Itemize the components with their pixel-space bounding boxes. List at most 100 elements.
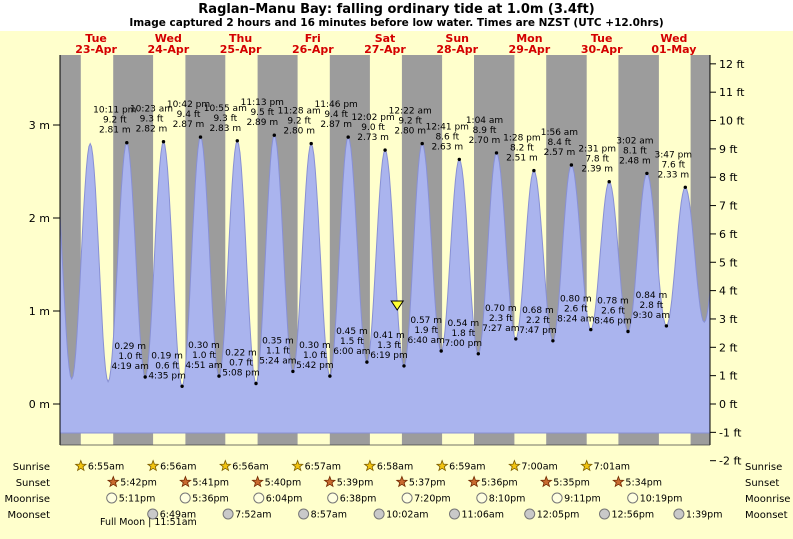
sunrise-star-icon	[146, 459, 160, 472]
day-label-weekday: Tue	[591, 32, 613, 45]
tide-extreme-dot	[125, 141, 129, 145]
low-tide-time: 5:08 pm	[222, 369, 260, 379]
low-tide-time: 5:42 pm	[296, 361, 334, 371]
sunrise-star-icon	[291, 459, 304, 472]
sunrise-time: 6:59am	[449, 462, 485, 473]
high-tide-ft: 9.3 ft	[140, 115, 164, 125]
high-tide-ft: 9.3 ft	[213, 114, 237, 124]
low-tide-m: 0.70 m	[485, 304, 517, 314]
y-axis-right-label: -1 ft	[719, 426, 742, 439]
sunrise-time: 6:56am	[160, 462, 196, 473]
day-label-date: 27-Apr	[364, 43, 406, 56]
moonrise-time: 6:38pm	[340, 494, 377, 505]
sunset-star-icon	[323, 475, 337, 488]
row-label-left-moonset: Moonset	[8, 510, 51, 521]
tide-extreme-dot	[664, 324, 669, 328]
y-axis-right-label: 12 ft	[719, 58, 745, 71]
tide-extreme-dot	[476, 352, 480, 356]
y-axis-left-label: 0 m	[29, 398, 50, 411]
day-label-weekday: Fri	[305, 32, 321, 45]
day-label-date: 30-Apr	[581, 43, 623, 56]
tide-extreme-dot	[626, 329, 630, 334]
tide-extreme-dot	[346, 135, 350, 139]
y-axis-right-label: 5 ft	[719, 256, 738, 269]
high-tide-m: 2.82 m	[136, 125, 168, 135]
high-tide-time: 3:02 am	[616, 136, 653, 146]
low-tide-time: 9:30 am	[633, 311, 670, 321]
high-tide-time: 10:23 am	[130, 105, 173, 115]
moonset-time: 12:56pm	[611, 510, 654, 521]
sunset-time: 5:42pm	[120, 478, 157, 489]
full-moon-footnote: Full Moon | 11:51am	[100, 517, 197, 528]
sunrise-time: 6:56am	[232, 462, 268, 473]
high-tide-m: 2.81 m	[99, 126, 131, 136]
day-label-date: 24-Apr	[147, 43, 189, 56]
sunset-time: 5:34pm	[625, 478, 662, 489]
day-label-weekday: Wed	[155, 32, 182, 45]
y-axis-right-label: 3 ft	[719, 313, 738, 326]
current-tide-marker-icon	[390, 300, 405, 311]
y-axis-right-label: 8 ft	[719, 171, 738, 184]
moonrise-icon	[253, 492, 265, 504]
high-tide-ft: 8.1 ft	[623, 146, 647, 156]
sunrise-time: 7:00am	[521, 462, 557, 473]
high-tide-m: 2.51 m	[506, 154, 538, 164]
high-tide-ft: 8.6 ft	[435, 132, 459, 142]
high-tide-m: 2.83 m	[209, 124, 241, 134]
day-label-weekday: Tue	[85, 32, 107, 45]
low-tide-time: 8:24 am	[557, 315, 594, 325]
high-tide-ft: 9.4 ft	[177, 110, 201, 120]
high-tide-m: 2.80 m	[394, 127, 426, 137]
low-tide-time: 6:19 pm	[370, 351, 408, 361]
tide-extreme-dot	[291, 369, 295, 374]
moonset-icon	[524, 508, 536, 520]
moonset-icon	[298, 508, 310, 520]
low-tide-ft: 2.6 ft	[601, 306, 625, 316]
tide-extreme-dot	[272, 133, 276, 137]
moonrise-time: 5:11pm	[119, 494, 156, 505]
tide-extreme-dot	[143, 375, 147, 379]
high-tide-m: 2.87 m	[320, 120, 352, 130]
high-tide-ft: 9.2 ft	[103, 116, 127, 126]
sunset-star-icon	[106, 475, 120, 488]
high-tide-m: 2.80 m	[283, 127, 315, 137]
low-tide-m: 0.80 m	[560, 295, 592, 305]
high-tide-ft: 9.0 ft	[361, 123, 385, 133]
high-tide-time: 10:42 pm	[167, 100, 210, 110]
tide-extreme-dot	[683, 185, 687, 189]
high-tide-ft: 9.4 ft	[324, 110, 348, 120]
tide-extreme-dot	[514, 337, 518, 341]
tide-extreme-dot	[198, 135, 203, 139]
low-tide-ft: 0.7 ft	[229, 359, 253, 369]
low-tide-m: 0.84 m	[636, 291, 668, 301]
moonset-time: 8:57am	[311, 510, 347, 521]
high-tide-ft: 8.2 ft	[510, 144, 534, 154]
high-tide-time: 12:02 pm	[351, 113, 394, 123]
y-axis-left-label: 1 m	[29, 305, 50, 318]
sunset-time: 5:36pm	[481, 478, 518, 489]
moonset-icon	[449, 508, 460, 520]
moonset-icon	[147, 508, 159, 520]
sunset-time: 5:39pm	[337, 478, 374, 489]
tide-extreme-dot	[217, 374, 221, 378]
day-label-date: 01-May	[651, 43, 696, 56]
row-label-right-sunrise: Sunrise	[745, 462, 782, 473]
moonset-icon	[373, 508, 385, 520]
high-tide-time: 11:46 pm	[315, 100, 358, 110]
high-tide-m: 2.39 m	[581, 165, 613, 175]
tide-extreme-dot	[365, 360, 369, 364]
y-axis-left-label: 2 m	[29, 212, 50, 225]
tide-extreme-dot	[402, 364, 406, 368]
moonset-icon	[222, 508, 234, 520]
moonset-time: 1:39pm	[686, 510, 723, 521]
low-tide-ft: 1.5 ft	[340, 337, 364, 347]
moonrise-time: 8:10pm	[489, 494, 526, 505]
high-tide-time: 2:31 pm	[578, 145, 616, 155]
y-axis-right-label: 4 ft	[719, 285, 738, 298]
high-tide-m: 2.87 m	[173, 120, 205, 130]
low-tide-m: 0.68 m	[522, 306, 554, 316]
high-tide-m: 2.33 m	[657, 170, 689, 180]
moonrise-icon	[327, 492, 339, 504]
row-label-left-moonrise: Moonrise	[5, 494, 50, 505]
